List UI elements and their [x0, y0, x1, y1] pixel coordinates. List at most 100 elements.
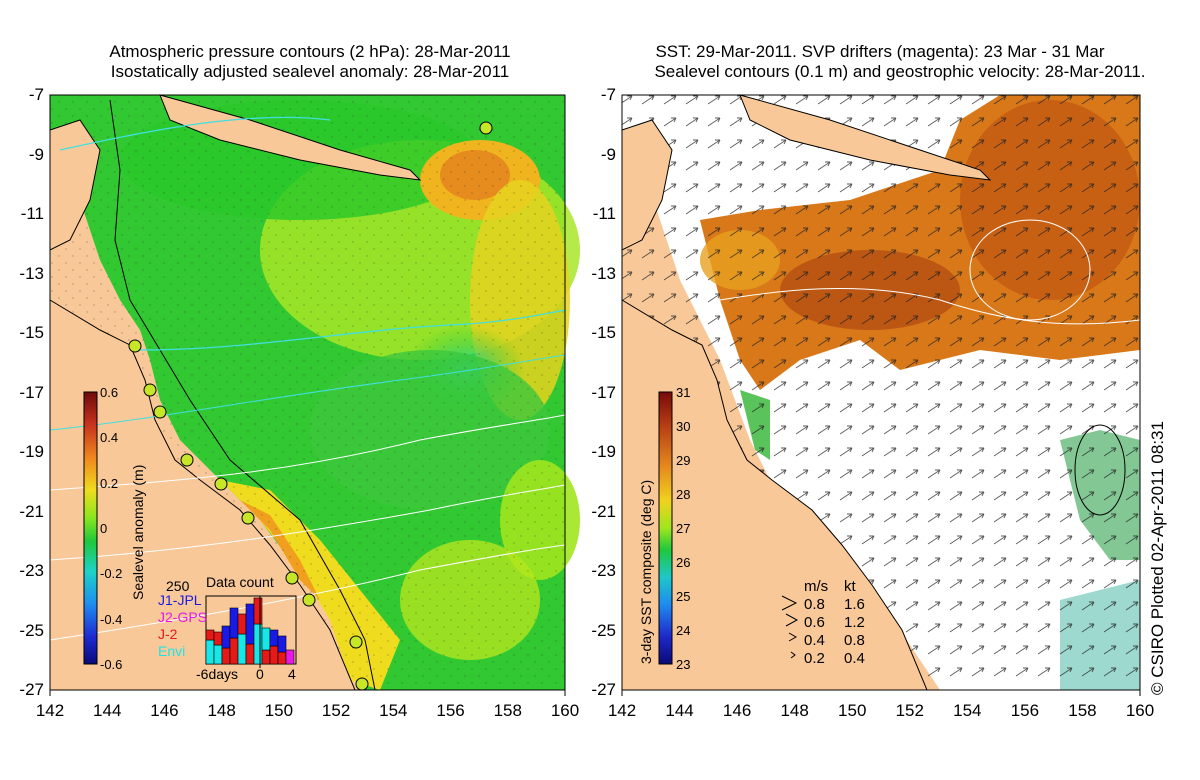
y-tick-label: -17 — [591, 382, 616, 402]
tide-gauge-markers — [128, 121, 493, 691]
velocity-kt-value: 1.2 — [844, 614, 865, 631]
data-count-legend-item: J1-JPL — [158, 592, 202, 608]
velocity-legend-kt-header: kt — [844, 578, 856, 595]
left-title-line2: Isostatically adjusted sealevel anomaly:… — [110, 62, 510, 81]
x-tick-label: 144 — [93, 701, 122, 720]
velocity-legend-row: 0.4 0.8 — [804, 632, 865, 650]
x-tick-label: 152 — [895, 701, 924, 720]
axis-ticks — [49, 690, 1141, 696]
colorbar-tick-label: 27 — [676, 521, 691, 536]
y-tick-label: -23 — [591, 561, 616, 580]
x-tick-label: 158 — [1068, 701, 1097, 720]
colorbar-tick-label: 23 — [676, 657, 691, 672]
colorbar-tick-label: 29 — [676, 453, 691, 468]
velocity-legend-ms-header: m/s — [804, 578, 829, 595]
data-count-legend-item: Envi — [158, 643, 186, 659]
x-tick-label: 160 — [1125, 701, 1155, 720]
velocity-ms-value: 0.6 — [804, 614, 825, 631]
y-tick-label: -13 — [19, 263, 44, 283]
y-tick-label: -15 — [591, 323, 616, 342]
x-tick-label: 142 — [35, 701, 65, 720]
left-map — [49, 94, 580, 691]
sst-colorbar-label: 3-day SST composite (deg C) — [638, 479, 654, 664]
data-count-x-label: 4 — [288, 666, 296, 682]
right-title-line1: SST: 29-Mar-2011. SVP drifters (magenta)… — [655, 42, 1105, 61]
x-tick-label: 154 — [379, 701, 408, 720]
velocity-kt-value: 1.6 — [844, 596, 865, 613]
y-tick-label: -19 — [19, 442, 44, 461]
velocity-legend-row: 0.2 0.4 — [804, 650, 865, 668]
x-tick-label: 154 — [953, 701, 982, 720]
sst-colorbar-ticks: 31 30 29 28 27 26 25 24 23 — [676, 385, 716, 675]
data-count-legend: J1-JPL J2-GPS J-2 Envi — [158, 592, 207, 660]
y-tick-label: -25 — [19, 620, 44, 640]
y-tick-label: -13 — [591, 263, 616, 283]
y-tick-label: -21 — [19, 501, 44, 521]
data-count-legend-item: J-2 — [158, 626, 178, 642]
x-tick-label: 146 — [150, 701, 179, 720]
colorbar-tick-label: 25 — [676, 589, 691, 604]
velocity-ms-value: 0.8 — [804, 596, 825, 613]
y-tick-label: -11 — [592, 204, 616, 223]
velocity-kt-value: 0.4 — [844, 650, 865, 667]
velocity-ms-value: 0.4 — [804, 632, 825, 649]
y-tick-label: -11 — [20, 204, 44, 223]
y-tick-label: -27 — [19, 680, 44, 699]
colorbar-tick-label: 0.6 — [100, 385, 119, 400]
x-tick-label: 152 — [321, 701, 351, 720]
left-title-line1: Atmospheric pressure contours (2 hPa): 2… — [109, 42, 511, 61]
colorbar-tick-label: 30 — [676, 419, 691, 434]
sla-colorbar — [83, 391, 98, 665]
y-tick-label: -23 — [19, 561, 44, 580]
sla-colorbar-ticks: 0.6 0.4 0.2 0 -0.2 -0.4 -0.6 — [100, 385, 140, 675]
y-tick-label: -9 — [600, 144, 616, 164]
y-tick-label: -25 — [591, 620, 616, 640]
y-tick-label: -21 — [591, 501, 616, 521]
x-tick-label: 156 — [436, 701, 465, 720]
x-tick-label: 150 — [264, 701, 294, 720]
velocity-legend-arrows — [781, 595, 799, 659]
y-tick-label: -19 — [591, 442, 616, 461]
colorbar-tick-label: 24 — [676, 623, 691, 638]
x-tick-label: 150 — [838, 701, 867, 720]
velocity-kt-value: 0.8 — [844, 632, 865, 649]
data-count-max-label: 250 — [166, 578, 190, 594]
x-tick-label: 156 — [1010, 701, 1040, 720]
x-tick-label: 148 — [207, 701, 236, 720]
y-tick-label: -7 — [28, 85, 44, 104]
y-tick-label: -15 — [19, 323, 44, 342]
velocity-ms-value: 0.2 — [804, 650, 825, 667]
data-count-legend-item: J2-GPS — [158, 609, 208, 625]
y-tick-label: -17 — [19, 382, 44, 402]
data-count-histogram — [205, 595, 297, 668]
right-title-line2: Sealevel contours (0.1 m) and geostrophi… — [654, 62, 1146, 81]
right-map — [621, 94, 1141, 691]
x-tick-label: 158 — [493, 701, 522, 720]
colorbar-tick-label: 0.4 — [100, 430, 119, 446]
colorbar-tick-label: -0.4 — [100, 611, 123, 627]
credit-text: © CSIRO Plotted 02-Apr-2011 08:31 — [1148, 421, 1167, 695]
velocity-legend-row: 0.6 1.2 — [804, 614, 865, 632]
colorbar-tick-label: -0.6 — [100, 657, 123, 672]
colorbar-tick-label: 0.2 — [100, 475, 119, 491]
sst-colorbar — [658, 391, 673, 665]
colorbar-tick-label: 0 — [100, 521, 108, 536]
png-land — [159, 94, 422, 181]
x-tick-label: 160 — [550, 701, 580, 720]
colorbar-tick-label: 28 — [676, 487, 691, 502]
velocity-legend: m/s kt 0.8 1.6 0.6 1.2 0.4 0.8 0.2 0.4 — [804, 578, 865, 668]
velocity-legend-row: 0.8 1.6 — [804, 596, 865, 614]
colorbar-tick-label: -0.2 — [100, 566, 123, 582]
y-tick-label: -7 — [600, 85, 616, 104]
y-tick-label: -27 — [591, 680, 616, 699]
data-count-x-label: -6days — [196, 666, 239, 682]
colorbar-tick-label: 31 — [676, 385, 691, 400]
y-tick-label: -9 — [28, 144, 44, 164]
x-tick-label: 142 — [607, 701, 637, 720]
data-count-x-label: 0 — [256, 666, 264, 682]
x-tick-label: 144 — [665, 701, 694, 720]
x-tick-label: 148 — [780, 701, 809, 720]
colorbar-tick-label: 26 — [676, 555, 691, 570]
x-tick-label: 146 — [722, 701, 752, 720]
